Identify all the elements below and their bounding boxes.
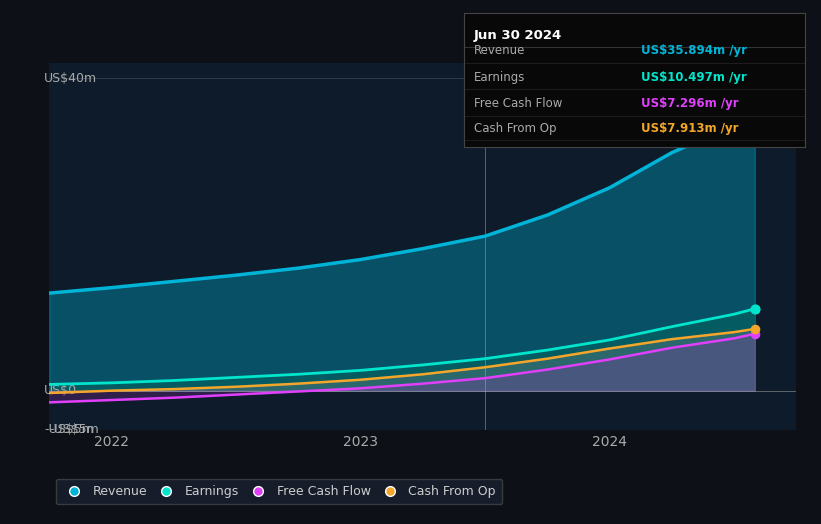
Text: US$10.497m /yr: US$10.497m /yr (641, 71, 747, 84)
Text: US$7.296m /yr: US$7.296m /yr (641, 97, 739, 111)
Text: Past: Past (490, 82, 516, 95)
Text: Revenue: Revenue (474, 44, 525, 57)
Text: US$35.894m /yr: US$35.894m /yr (641, 44, 747, 57)
Text: Free Cash Flow: Free Cash Flow (474, 97, 562, 111)
Text: US$40m: US$40m (44, 72, 98, 85)
Text: -US$5m: -US$5m (49, 423, 99, 436)
Text: Cash From Op: Cash From Op (474, 122, 557, 135)
Text: US$7.913m /yr: US$7.913m /yr (641, 122, 739, 135)
Point (748, 330, 761, 338)
Point (748, 304, 761, 313)
Text: US$0: US$0 (44, 384, 77, 397)
Text: Jun 30 2024: Jun 30 2024 (474, 29, 562, 42)
Text: -US$5m: -US$5m (44, 423, 94, 436)
Point (748, 325, 761, 333)
Legend: Revenue, Earnings, Free Cash Flow, Cash From Op: Revenue, Earnings, Free Cash Flow, Cash … (56, 478, 502, 504)
Text: Earnings: Earnings (474, 71, 525, 84)
Point (748, 106, 761, 115)
